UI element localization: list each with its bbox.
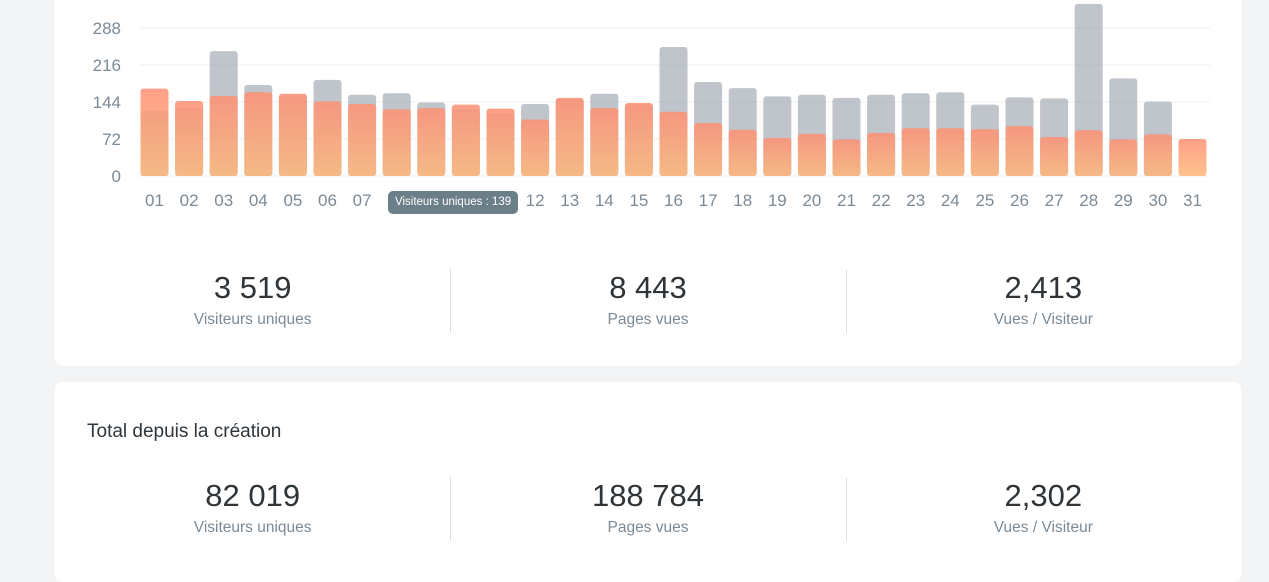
stat-views-per-visitor: 2,302 Vues / Visiteur: [845, 477, 1241, 547]
unique-visitors-bar[interactable]: [451, 104, 480, 176]
unique-visitors-bar[interactable]: [970, 129, 999, 176]
stat-label: Vues / Visiteur: [993, 519, 1093, 536]
stat-label: Pages vues: [607, 311, 689, 328]
stat-page-views: 188 784 Pages vues: [450, 477, 845, 547]
unique-visitors-bar[interactable]: [659, 111, 688, 176]
stat-value: 2,413: [1004, 270, 1083, 305]
x-tick-label: 07: [353, 191, 372, 210]
x-tick-label: 17: [699, 191, 718, 210]
x-tick-label: 31: [1183, 191, 1202, 210]
stat-unique-visitors: 82 019 Visiteurs uniques: [55, 477, 450, 547]
stat-value: 2,302: [1004, 478, 1083, 513]
total-stats-row: 82 019 Visiteurs uniques 188 784 Pages v…: [55, 477, 1241, 547]
x-tick-label: 20: [802, 191, 821, 210]
stat-unique-visitors: 3 519 Visiteurs uniques: [55, 269, 450, 339]
x-tick-label: 06: [318, 191, 337, 210]
unique-visitors-bar[interactable]: [140, 88, 169, 176]
x-tick-label: 24: [941, 191, 960, 210]
unique-visitors-bar[interactable]: [348, 104, 377, 176]
stat-views-per-visitor: 2,413 Vues / Visiteur: [845, 269, 1241, 339]
x-tick-label: 12: [526, 191, 545, 210]
total-stats-card: Total depuis la création 82 019 Visiteur…: [55, 382, 1241, 582]
unique-visitors-bar[interactable]: [728, 129, 757, 176]
x-tick-label: 04: [249, 191, 268, 210]
unique-visitors-bar[interactable]: [1143, 134, 1172, 176]
stat-label: Vues / Visiteur: [993, 311, 1093, 328]
unique-visitors-bar[interactable]: [624, 103, 653, 176]
unique-visitors-bar[interactable]: [1005, 126, 1034, 176]
unique-visitors-bar[interactable]: [521, 119, 550, 176]
x-tick-label: 27: [1045, 191, 1064, 210]
y-tick-label: 72: [102, 130, 121, 149]
y-tick-label: 288: [93, 19, 121, 38]
x-tick-label: 25: [975, 191, 994, 210]
unique-visitors-bar[interactable]: [313, 101, 342, 176]
unique-visitors-bar[interactable]: [901, 128, 930, 176]
section-title: Total depuis la création: [87, 421, 282, 442]
x-tick-label: 16: [664, 191, 683, 210]
stat-label: Visiteurs uniques: [193, 519, 312, 536]
stat-page-views: 8 443 Pages vues: [450, 269, 845, 339]
stat-value: 3 519: [213, 270, 292, 305]
monthly-stats-row: 3 519 Visiteurs uniques 8 443 Pages vues…: [55, 269, 1241, 339]
unique-visitors-bar[interactable]: [1074, 130, 1103, 176]
unique-visitors-bar[interactable]: [175, 100, 204, 176]
x-tick-label: 03: [214, 191, 233, 210]
x-tick-label: 21: [837, 191, 856, 210]
unique-visitors-bar[interactable]: [797, 133, 826, 176]
stat-label: Pages vues: [607, 519, 689, 536]
unique-visitors-bar[interactable]: [867, 132, 896, 176]
unique-visitors-bar[interactable]: [694, 123, 723, 176]
unique-visitors-bar[interactable]: [244, 92, 273, 176]
unique-visitors-bar[interactable]: [1109, 139, 1138, 176]
x-tick-label: 05: [283, 191, 302, 210]
stat-value: 8 443: [609, 270, 687, 305]
x-tick-label: 18: [733, 191, 752, 210]
unique-visitors-bar[interactable]: [590, 108, 619, 176]
unique-visitors-bar[interactable]: [417, 108, 446, 176]
unique-visitors-bar[interactable]: [1178, 139, 1207, 176]
x-tick-label: 19: [768, 191, 787, 210]
unique-visitors-bar[interactable]: [382, 109, 411, 176]
x-tick-label: 14: [595, 191, 614, 210]
daily-visits-bar-chart: 0 72 144 216 288 01 02 03 04 05 06 07 12 13 14 15 16 17 18…: [93, 3, 1210, 210]
unique-visitors-bar[interactable]: [1040, 136, 1069, 176]
stat-value: 82 019: [205, 478, 301, 513]
x-tick-label: 02: [180, 191, 199, 210]
x-tick-label: 23: [906, 191, 925, 210]
x-tick-label: 26: [1010, 191, 1029, 210]
unique-visitors-bar[interactable]: [278, 93, 307, 176]
chart-tooltip: Visiteurs uniques : 139: [388, 191, 519, 214]
unique-visitors-bar[interactable]: [832, 139, 861, 176]
x-tick-label: 13: [560, 191, 579, 210]
unique-visitors-bar[interactable]: [763, 137, 792, 176]
monthly-stats-card: 0 72 144 216 288 01 02 03 04 05 06 07 12 13 14 15 16 17 18…: [55, 0, 1241, 366]
x-tick-label: 29: [1114, 191, 1133, 210]
stat-value: 188 784: [591, 478, 705, 513]
unique-visitors-bar[interactable]: [936, 128, 965, 176]
x-tick-label: 30: [1148, 191, 1167, 210]
x-tick-label: 22: [872, 191, 891, 210]
y-tick-label: 216: [93, 56, 121, 75]
unique-visitors-bar[interactable]: [209, 95, 238, 176]
y-tick-label: 144: [93, 93, 121, 112]
stat-label: Visiteurs uniques: [193, 311, 312, 328]
unique-visitors-bar[interactable]: [555, 97, 584, 176]
x-tick-label: 01: [145, 191, 164, 210]
x-tick-label: 28: [1079, 191, 1098, 210]
y-tick-label: 0: [112, 167, 121, 186]
unique-visitors-bar[interactable]: [486, 108, 515, 176]
x-tick-label: 15: [629, 191, 648, 210]
